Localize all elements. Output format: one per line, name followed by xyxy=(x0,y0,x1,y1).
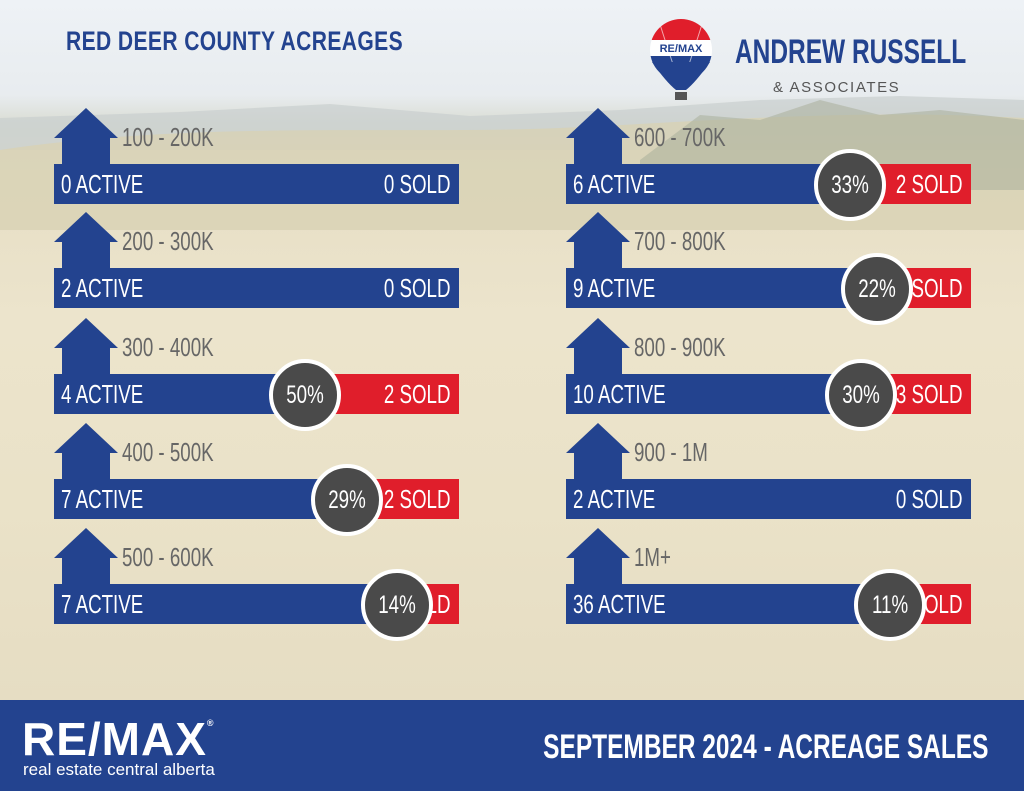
price-range-label: 500 - 600K xyxy=(122,542,214,572)
house-icon xyxy=(54,528,118,588)
sell-ratio-badge: 50% xyxy=(269,359,341,431)
sold-count-label: 2 SOLD xyxy=(383,379,450,409)
active-count-label: 36 ACTIVE xyxy=(573,589,666,619)
price-range-row: 400 - 500K 7 ACTIVE 2 SOLD 29% xyxy=(54,423,459,536)
house-icon xyxy=(566,318,630,378)
page-title: RED DEER COUNTY ACREAGES xyxy=(66,26,404,56)
sell-ratio-label: 50% xyxy=(286,380,324,409)
price-range-label: 300 - 400K xyxy=(122,332,214,362)
svg-text:RE/MAX: RE/MAX xyxy=(660,43,703,55)
price-range-label: 1M+ xyxy=(634,542,671,572)
active-bar xyxy=(566,479,971,519)
sell-ratio-label: 11% xyxy=(871,590,909,619)
price-range-row: 600 - 700K 6 ACTIVE 2 SOLD 33% xyxy=(566,108,971,221)
sell-ratio-label: 22% xyxy=(858,274,896,303)
footer-title: SEPTEMBER 2024 - ACREAGE SALES xyxy=(542,728,988,766)
price-range-row: 700 - 800K 9 ACTIVE 2 SOLD 22% xyxy=(566,212,971,325)
house-icon xyxy=(54,318,118,378)
footer-logo: RE/MAX® xyxy=(22,713,215,765)
sold-count-label: 2 SOLD xyxy=(383,484,450,514)
footer-band xyxy=(0,700,1024,791)
brand-name: ANDREW RUSSELL xyxy=(735,33,967,71)
house-icon xyxy=(566,423,630,483)
background-landscape xyxy=(0,0,1024,700)
active-count-label: 7 ACTIVE xyxy=(61,589,144,619)
active-count-label: 2 ACTIVE xyxy=(61,273,144,303)
price-range-row: 900 - 1M 2 ACTIVE 0 SOLD xyxy=(566,423,971,519)
footer-logo-subtitle: real estate central alberta xyxy=(23,760,215,779)
price-range-label: 100 - 200K xyxy=(122,122,214,152)
house-icon xyxy=(54,108,118,168)
price-range-row: 200 - 300K 2 ACTIVE 0 SOLD xyxy=(54,212,459,308)
sell-ratio-badge: 22% xyxy=(841,253,913,325)
sold-count-label: 3 SOLD xyxy=(895,379,962,409)
price-range-label: 600 - 700K xyxy=(634,122,726,152)
sell-ratio-label: 29% xyxy=(328,485,366,514)
price-range-row: 300 - 400K 4 ACTIVE 2 SOLD 50% xyxy=(54,318,459,431)
active-count-label: 7 ACTIVE xyxy=(61,484,144,514)
price-range-row: 1M+ 36 ACTIVE 4 SOLD 11% xyxy=(566,528,971,641)
sell-ratio-label: 30% xyxy=(842,380,880,409)
active-count-label: 6 ACTIVE xyxy=(573,169,656,199)
house-icon xyxy=(566,108,630,168)
house-icon xyxy=(54,212,118,272)
sell-ratio-label: 33% xyxy=(831,170,869,199)
house-icon xyxy=(566,212,630,272)
price-range-row: 100 - 200K 0 ACTIVE 0 SOLD xyxy=(54,108,459,204)
price-range-label: 700 - 800K xyxy=(634,226,726,256)
price-range-row: 800 - 900K 10 ACTIVE 3 SOLD 30% xyxy=(566,318,971,431)
sell-ratio-badge: 11% xyxy=(854,569,926,641)
house-icon xyxy=(54,423,118,483)
price-range-label: 400 - 500K xyxy=(122,437,214,467)
active-count-label: 9 ACTIVE xyxy=(573,273,656,303)
balloon-logo-icon: RE/MAX xyxy=(650,19,712,100)
sell-ratio-badge: 29% xyxy=(311,464,383,536)
price-range-label: 900 - 1M xyxy=(634,437,708,467)
sell-ratio-label: 14% xyxy=(378,590,416,619)
sold-count-label: 0 SOLD xyxy=(895,484,962,514)
brand-subtitle: & ASSOCIATES xyxy=(773,79,901,96)
active-bar xyxy=(54,164,459,204)
sold-count-label: 0 SOLD xyxy=(383,169,450,199)
sell-ratio-badge: 30% xyxy=(825,359,897,431)
active-count-label: 10 ACTIVE xyxy=(573,379,666,409)
active-count-label: 4 ACTIVE xyxy=(61,379,144,409)
price-range-label: 200 - 300K xyxy=(122,226,214,256)
active-count-label: 0 ACTIVE xyxy=(61,169,144,199)
sell-ratio-badge: 33% xyxy=(814,149,886,221)
price-range-label: 800 - 900K xyxy=(634,332,726,362)
sell-ratio-badge: 14% xyxy=(361,569,433,641)
active-bar xyxy=(54,268,459,308)
sold-count-label: 0 SOLD xyxy=(383,273,450,303)
active-count-label: 2 ACTIVE xyxy=(573,484,656,514)
house-icon xyxy=(566,528,630,588)
sold-count-label: 2 SOLD xyxy=(895,169,962,199)
